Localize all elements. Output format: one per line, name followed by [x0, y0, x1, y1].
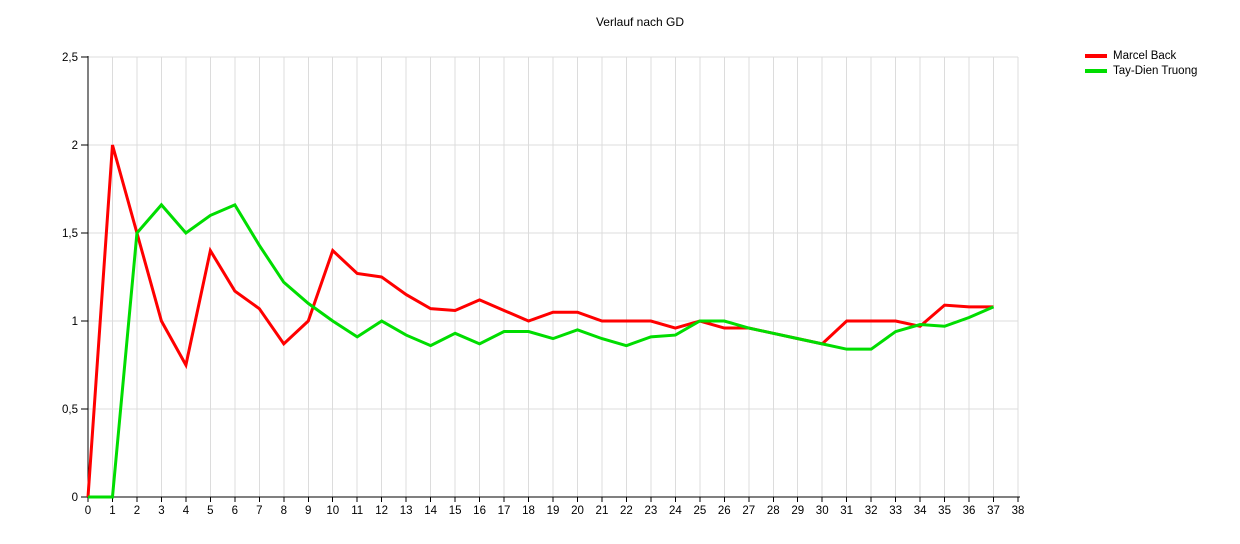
y-tick-label: 0	[72, 492, 78, 504]
series-line-marcel-back	[86, 144, 994, 498]
x-tick-label: 6	[232, 505, 238, 517]
y-tick-label: 0,5	[62, 404, 78, 416]
x-tick-label: 16	[473, 505, 486, 517]
legend-label: Marcel Back	[1113, 50, 1177, 62]
x-tick-label: 31	[840, 505, 853, 517]
x-tick-label: 14	[424, 505, 437, 517]
x-tick-label: 32	[865, 505, 878, 517]
x-tick-label: 33	[889, 505, 902, 517]
series-line-tay-dien-truong	[88, 202, 995, 499]
x-tick-label: 24	[669, 505, 682, 517]
x-tick-label: 27	[742, 505, 755, 517]
x-tick-label: 15	[449, 505, 462, 517]
x-tick-label: 9	[305, 505, 311, 517]
x-tick-label: 28	[767, 505, 780, 517]
x-tick-label: 12	[375, 505, 388, 517]
x-tick-label: 21	[596, 505, 609, 517]
x-tick-label: 17	[498, 505, 511, 517]
chart-title: Verlauf nach GD	[595, 15, 685, 29]
legend-item-tay-dien-truong: Tay-Dien Truong	[1085, 64, 1197, 78]
legend: Marcel Back Tay-Dien Truong	[1085, 49, 1197, 78]
x-tick-label: 1	[109, 505, 115, 517]
x-tick-label: 37	[987, 505, 1000, 517]
x-tick-label: 4	[183, 505, 190, 517]
x-tick-label: 26	[718, 505, 731, 517]
x-tick-label: 23	[644, 505, 657, 517]
x-tick-label: 7	[256, 505, 262, 517]
y-tick-label: 2,5	[62, 52, 78, 64]
x-tick-label: 22	[620, 505, 633, 517]
legend-swatch-green-line	[1085, 69, 1107, 73]
x-tick-label: 18	[522, 505, 535, 517]
x-tick-label: 2	[134, 505, 140, 517]
x-tick-label: 10	[326, 505, 339, 517]
x-tick-label: 5	[207, 505, 213, 517]
x-tick-label: 36	[963, 505, 976, 517]
x-tick-label: 11	[351, 505, 363, 517]
y-tick-label: 2	[72, 140, 78, 152]
x-tick-label: 13	[400, 505, 413, 517]
x-tick-label: 25	[693, 505, 706, 517]
y-tick-label: 1,5	[62, 228, 78, 240]
x-tick-label: 34	[914, 505, 927, 517]
x-tick-label: 35	[938, 505, 951, 517]
x-tick-label: 29	[791, 505, 804, 517]
x-tick-label: 20	[571, 505, 584, 517]
legend-label: Tay-Dien Truong	[1113, 65, 1198, 77]
legend-item-marcel-back: Marcel Back	[1085, 49, 1197, 63]
legend-swatch-red-line	[1085, 54, 1107, 58]
y-tick-label: 1	[72, 316, 78, 328]
x-tick-label: 3	[158, 505, 164, 517]
x-tick-label: 8	[281, 505, 287, 517]
x-tick-label: 38	[1012, 505, 1025, 517]
x-tick-label: 19	[547, 505, 560, 517]
x-tick-label: 0	[85, 505, 91, 517]
x-tick-label: 30	[816, 505, 829, 517]
